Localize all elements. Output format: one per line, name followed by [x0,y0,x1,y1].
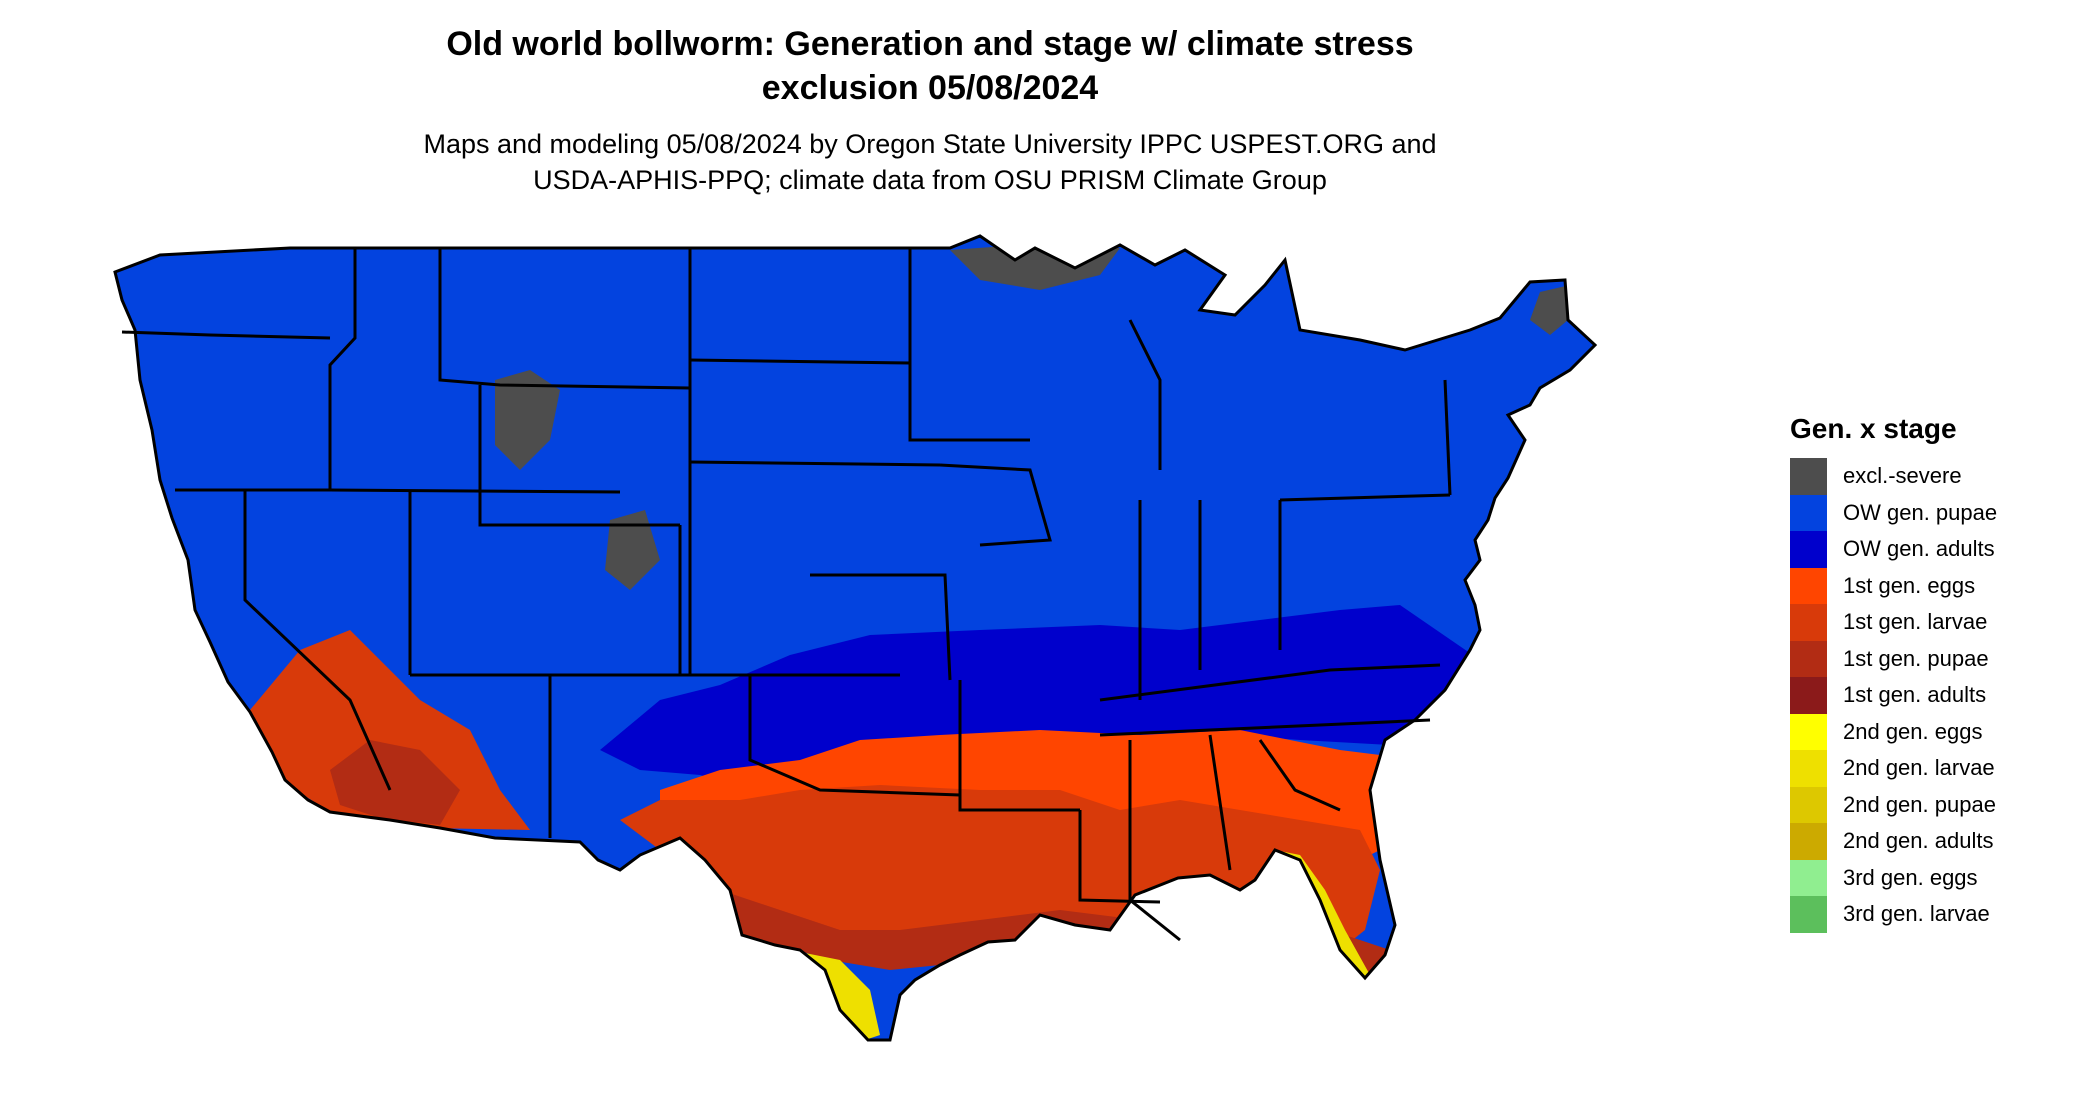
border-ok-tx [748,675,961,797]
border-ca-nv [243,490,392,791]
legend-label: 2nd gen. adults [1843,828,1994,854]
border-ny-new-england [1443,379,1452,496]
border-ia-mo [939,463,1052,547]
first-gen-sw-pupae [330,740,460,825]
border-wy-co [478,385,680,527]
legend-swatch [1790,896,1827,933]
legend-swatch [1790,531,1827,568]
legend-swatch [1790,859,1827,896]
first-gen-sw-region [250,630,530,830]
us-outline [113,234,1598,1042]
legend-item: 2nd gen. pupae [1790,786,1997,823]
legend: excl.-severe OW gen. pupae OW gen. adult… [1790,458,1997,933]
legend-label: 2nd gen. pupae [1843,791,1996,817]
map-title: Old world bollworm: Generation and stage… [446,25,1414,63]
legend-label: 1st gen. larvae [1843,609,1988,635]
border-ks-ok [810,573,952,681]
border-ms-al [1128,740,1181,942]
border-wa-or [121,330,331,340]
us-map [113,234,1598,1042]
border-al-ga [1208,734,1232,871]
exclusion-severe-maine [1530,285,1570,335]
legend-title: Gen. x stage [1790,413,1957,444]
border-sd-ne [689,460,941,467]
legend-item: 1st gen. larvae [1790,604,1997,641]
legend-item: 3rd gen. larvae [1790,896,1997,933]
border-pa-ny [1279,493,1451,502]
legend-item: 2nd gen. larvae [1790,750,1997,787]
legend-item: 1st gen. pupae [1790,640,1997,677]
map-credits-continued: USDA-APHIS-PPQ; climate data from OSU PR… [533,165,1327,195]
border-mo-ar [958,680,1080,812]
border-ky-va [1099,663,1441,702]
map-fill-regions [115,236,1595,1040]
legend-item: excl.-severe [1790,458,1997,495]
legend-item: OW gen. pupae [1790,494,1998,531]
legend-swatch [1790,713,1827,750]
legend-label: OW gen. pupae [1843,499,1998,525]
state-borders [113,234,1598,1042]
border-tn-nc [1099,718,1431,737]
border-ga-sc [1258,739,1341,812]
legend-label: 3rd gen. eggs [1843,864,1978,890]
legend-label: 3rd gen. larvae [1843,901,1990,927]
legend-label: excl.-severe [1843,463,1962,489]
legend-label: 1st gen. pupae [1843,645,1989,671]
legend-item: 2nd gen. eggs [1790,713,1997,750]
exclusion-severe-wyoming [495,370,560,470]
legend-swatch [1790,458,1827,495]
border-or-ca-nv [175,488,621,494]
legend-swatch [1790,677,1827,714]
border-mt-wy [438,248,691,390]
legend-swatch [1790,604,1827,641]
legend-label: 1st gen. eggs [1843,572,1976,598]
legend-label: 2nd gen. larvae [1843,755,1995,781]
exclusion-severe-colorado [605,510,660,590]
border-co-nm [678,525,900,677]
legend-item: 1st gen. adults [1790,677,1997,714]
ow-adults-region [600,605,1500,790]
legend-swatch [1790,823,1827,860]
legend-item: OW gen. adults [1790,531,1997,568]
border-id [328,248,357,490]
legend-label: 2nd gen. eggs [1843,718,1983,744]
border-mn-ia [908,248,1030,442]
legend-swatch [1790,567,1827,604]
border-wi-mi [1128,319,1162,470]
legend-item: 1st gen. eggs [1790,567,1997,604]
legend-item: 3rd gen. eggs [1790,859,1997,896]
map-credits: Maps and modeling 05/08/2024 by Oregon S… [423,129,1437,159]
legend-label: OW gen. adults [1843,536,1995,562]
legend-swatch [1790,640,1827,677]
legend-swatch [1790,786,1827,823]
map-title-date: exclusion 05/08/2024 [761,69,1099,107]
border-dakotas [689,358,911,365]
legend-item: 2nd gen. adults [1790,823,1997,860]
legend-swatch [1790,750,1827,787]
legend-swatch [1790,494,1827,531]
legend-label: 1st gen. adults [1843,682,1987,708]
